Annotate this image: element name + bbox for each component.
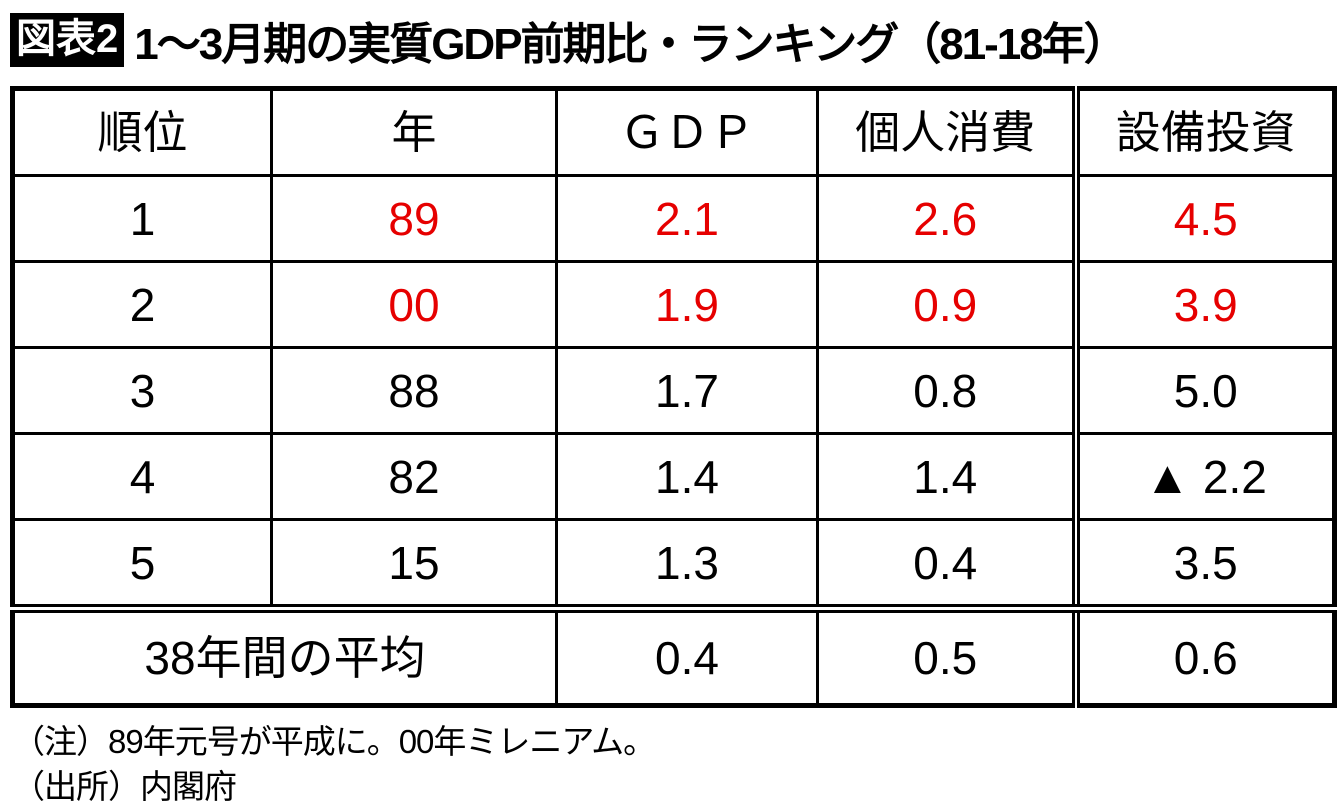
header-year: 年 <box>270 87 558 177</box>
footnotes: （注）89年元号が平成に。00年ミレニアム。 （出所）内閣府 <box>12 720 1332 806</box>
table-row: 2 00 1.9 0.9 3.9 <box>11 260 1336 349</box>
header-consumption: 個人消費 <box>816 87 1077 177</box>
average-label: 38年間の平均 <box>11 604 558 707</box>
header-capex: 設備投資 <box>1071 87 1336 177</box>
consumption-cell: 0.9 <box>816 260 1077 349</box>
header-row: 順位 年 ＧＤＰ 個人消費 設備投資 <box>11 87 1336 177</box>
year-cell: 82 <box>270 432 558 521</box>
table-row: 1 89 2.1 2.6 4.5 <box>11 174 1336 263</box>
capex-cell: 3.5 <box>1071 518 1336 610</box>
gdp-cell: 1.7 <box>555 346 819 435</box>
gdp-cell: 1.9 <box>555 260 819 349</box>
table-row: 4 82 1.4 1.4 ▲ 2.2 <box>11 432 1336 521</box>
average-row: 38年間の平均 0.4 0.5 0.6 <box>11 604 1336 707</box>
consumption-cell: 1.4 <box>816 432 1077 521</box>
table-row: 3 88 1.7 0.8 5.0 <box>11 346 1336 435</box>
rank-cell: 1 <box>11 174 273 263</box>
figure-title: 1〜3月期の実質GDP前期比・ランキング（81-18年） <box>134 20 1128 69</box>
rank-cell: 2 <box>11 260 273 349</box>
rank-cell: 5 <box>11 518 273 610</box>
source-line: （出所）内閣府 <box>12 767 237 805</box>
year-cell: 88 <box>270 346 558 435</box>
gdp-cell: 2.1 <box>555 174 819 263</box>
gdp-ranking-table: 順位 年 ＧＤＰ 個人消費 設備投資 1 89 2.1 2.6 4.5 2 00… <box>10 86 1337 708</box>
table-row: 5 15 1.3 0.4 3.5 <box>11 518 1336 610</box>
gdp-cell: 1.3 <box>555 518 819 610</box>
header-gdp: ＧＤＰ <box>555 87 819 177</box>
header-rank: 順位 <box>11 87 273 177</box>
average-consumption: 0.5 <box>816 604 1077 707</box>
figure-title-row: 図表2 1〜3月期の実質GDP前期比・ランキング（81-18年） <box>10 8 1332 72</box>
consumption-cell: 0.8 <box>816 346 1077 435</box>
average-gdp: 0.4 <box>555 604 819 707</box>
consumption-cell: 2.6 <box>816 174 1077 263</box>
capex-cell: ▲ 2.2 <box>1071 432 1336 521</box>
rank-cell: 4 <box>11 432 273 521</box>
capex-cell: 5.0 <box>1071 346 1336 435</box>
year-cell: 15 <box>270 518 558 610</box>
average-capex: 0.6 <box>1071 604 1336 707</box>
note-line: （注）89年元号が平成に。00年ミレニアム。 <box>12 723 656 760</box>
consumption-cell: 0.4 <box>816 518 1077 610</box>
figure-badge: 図表2 <box>10 13 125 67</box>
gdp-cell: 1.4 <box>555 432 819 521</box>
year-cell: 00 <box>270 260 558 349</box>
capex-cell: 4.5 <box>1071 174 1336 263</box>
capex-cell: 3.9 <box>1071 260 1336 349</box>
year-cell: 89 <box>270 174 558 263</box>
rank-cell: 3 <box>11 346 273 435</box>
